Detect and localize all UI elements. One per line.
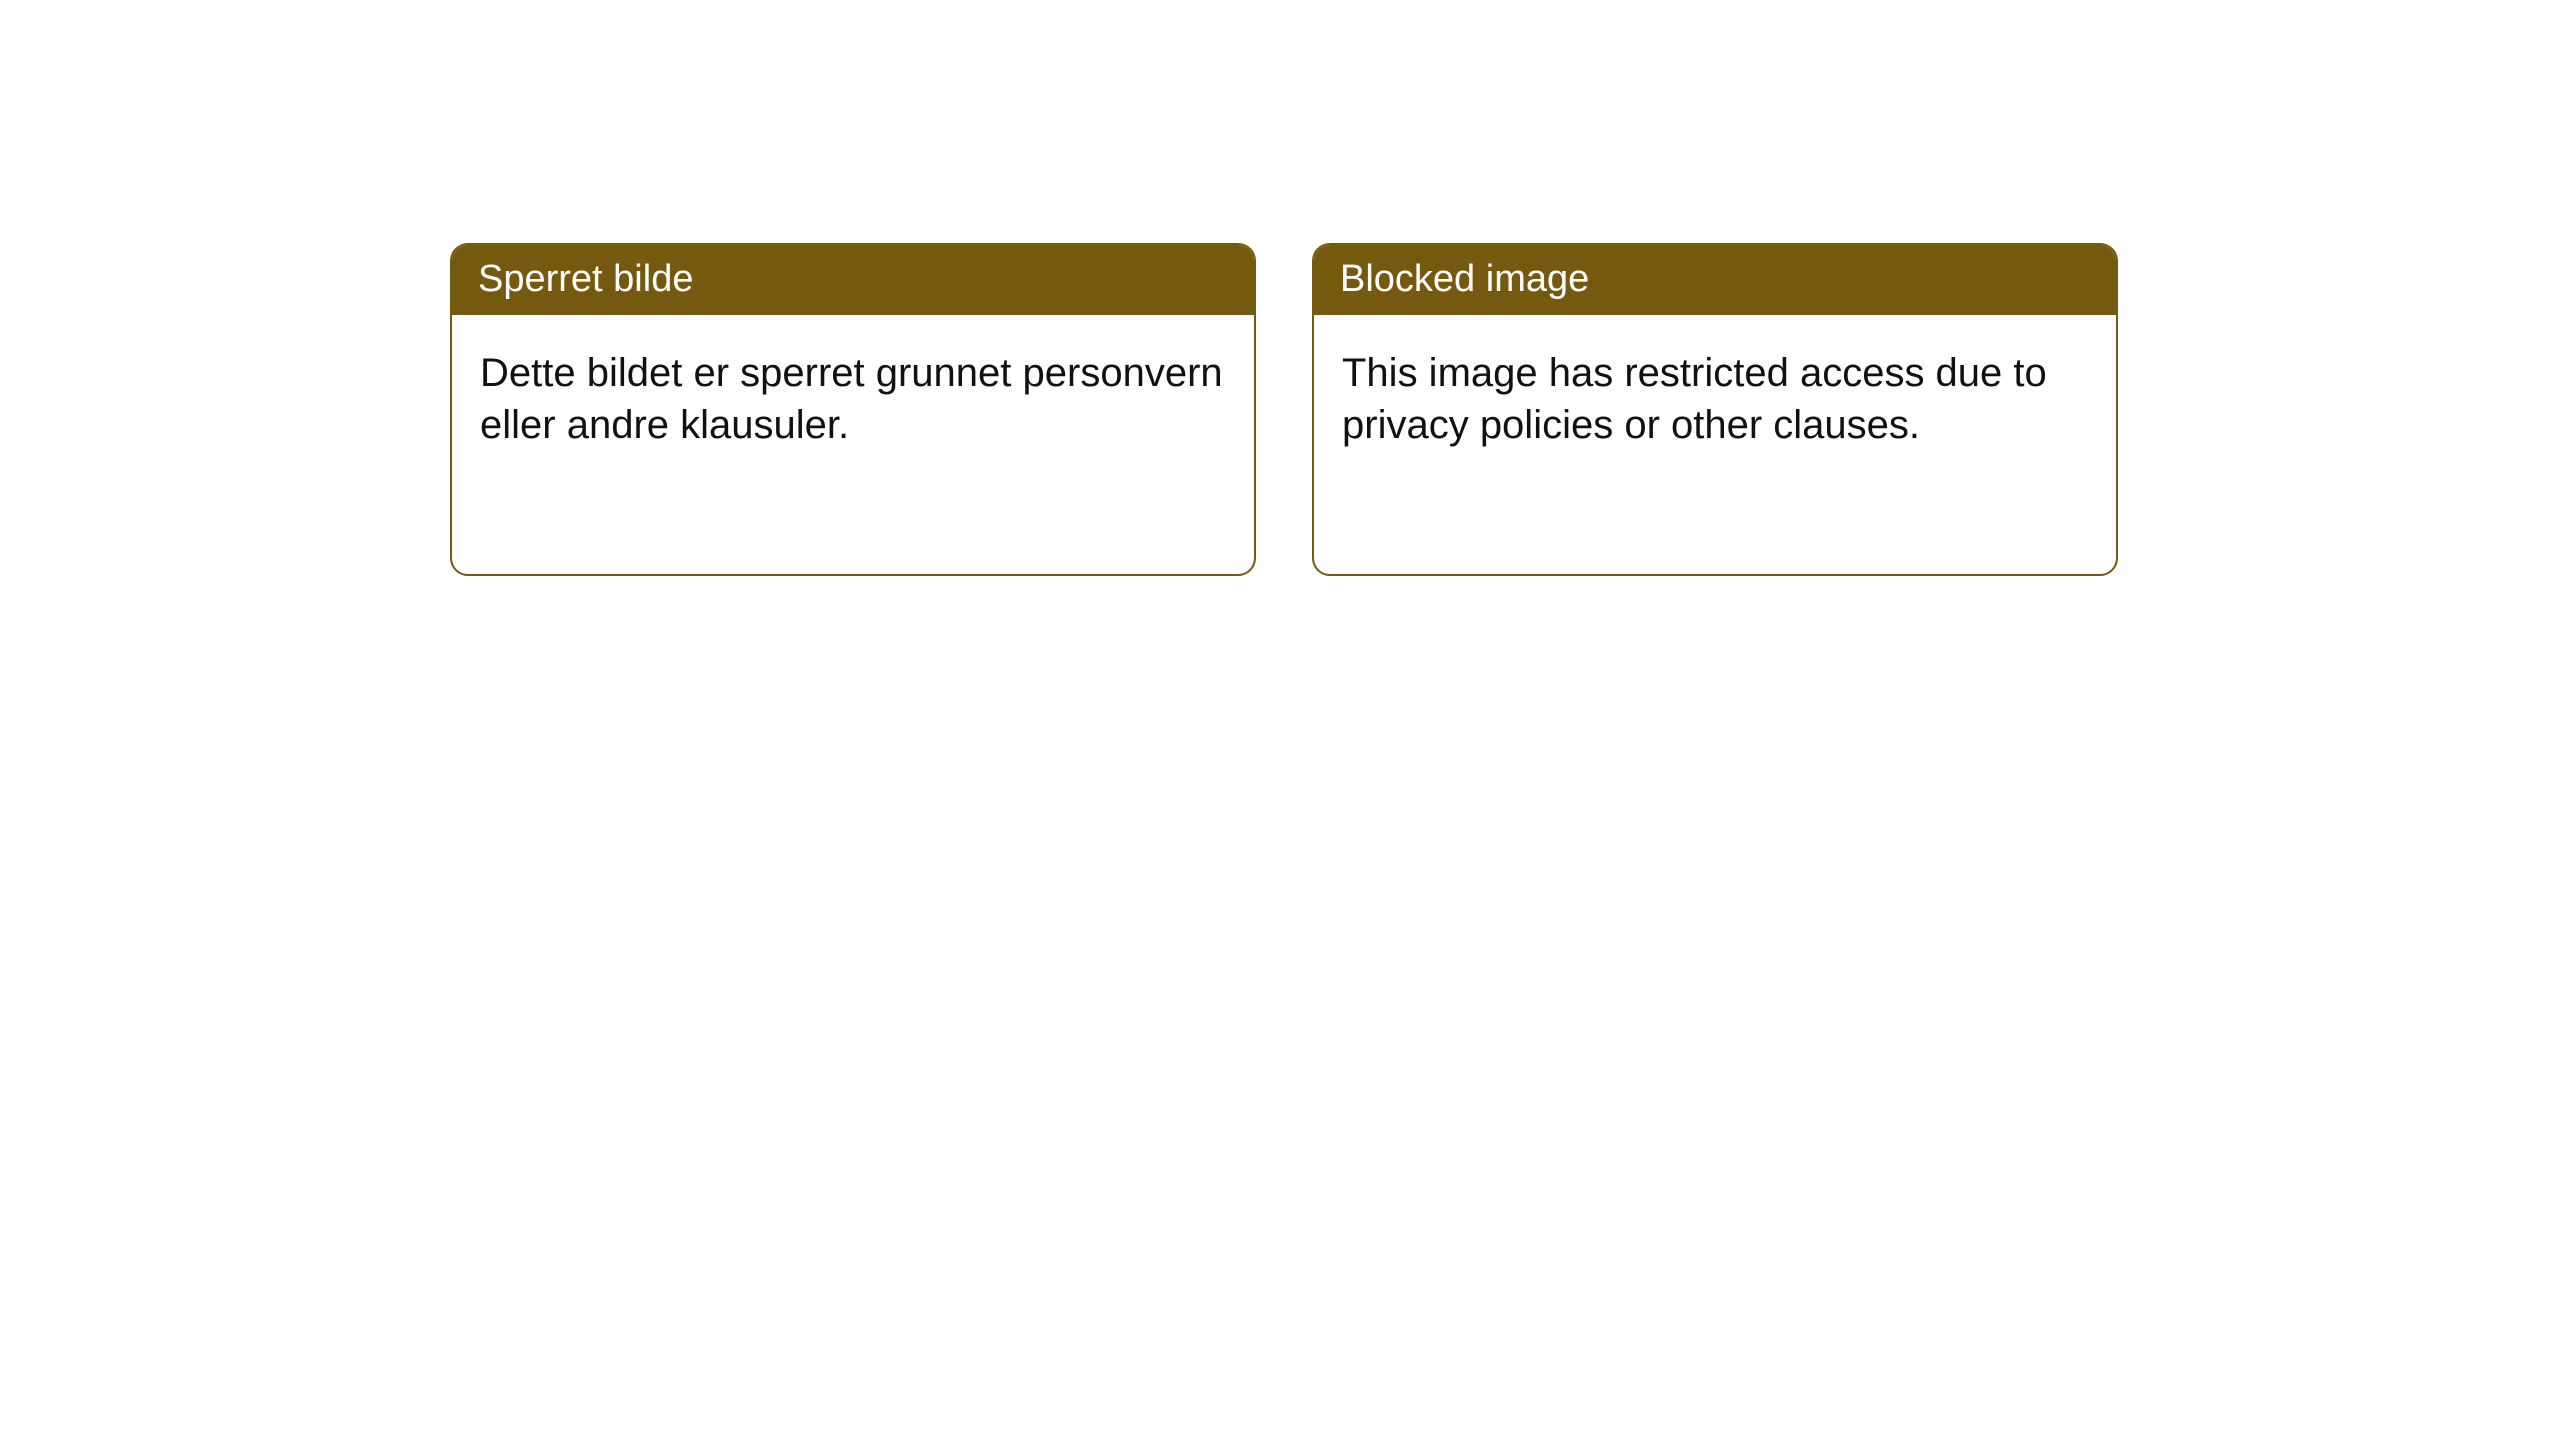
blocked-image-card-en: Blocked image This image has restricted … — [1312, 243, 2118, 576]
card-header-no: Sperret bilde — [452, 245, 1254, 315]
card-body-no: Dette bildet er sperret grunnet personve… — [452, 315, 1254, 481]
card-container: Sperret bilde Dette bildet er sperret gr… — [0, 0, 2560, 576]
card-header-en: Blocked image — [1314, 245, 2116, 315]
card-body-en: This image has restricted access due to … — [1314, 315, 2116, 481]
blocked-image-card-no: Sperret bilde Dette bildet er sperret gr… — [450, 243, 1256, 576]
